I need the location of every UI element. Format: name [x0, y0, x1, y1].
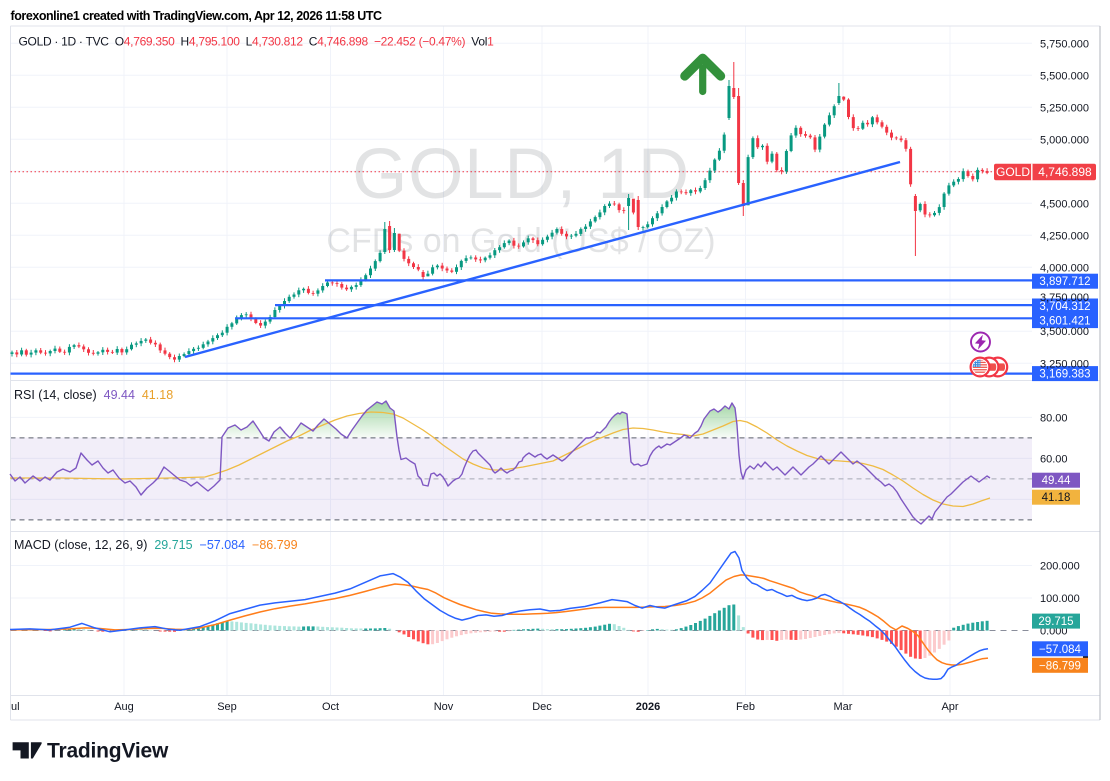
svg-text:4,746.898: 4,746.898 — [1038, 165, 1092, 179]
svg-text:49.44: 49.44 — [1042, 475, 1071, 487]
svg-text:3,704.312: 3,704.312 — [1039, 301, 1090, 313]
svg-text:Sep: Sep — [217, 701, 237, 713]
svg-text:5,750.000: 5,750.000 — [1040, 38, 1089, 50]
svg-text:Feb: Feb — [736, 701, 755, 713]
svg-text:Mar: Mar — [834, 701, 853, 713]
svg-text:ul: ul — [11, 701, 20, 713]
svg-text:−57.084: −57.084 — [1039, 644, 1081, 656]
svg-text:60.00: 60.00 — [1040, 453, 1068, 465]
svg-text:4,500.000: 4,500.000 — [1040, 198, 1089, 210]
svg-text:GOLD: GOLD — [996, 165, 1030, 179]
svg-text:Apr: Apr — [941, 701, 958, 713]
svg-text:4,250.000: 4,250.000 — [1040, 230, 1089, 242]
svg-text:Oct: Oct — [322, 701, 339, 713]
svg-text:forexonline1 created with Trad: forexonline1 created with TradingView.co… — [11, 9, 383, 23]
svg-text:2026: 2026 — [636, 701, 660, 713]
svg-text:3,250.000: 3,250.000 — [1040, 358, 1089, 370]
svg-text:Aug: Aug — [114, 701, 134, 713]
svg-text:200.000: 200.000 — [1040, 561, 1080, 573]
svg-text:4,000.000: 4,000.000 — [1040, 262, 1089, 274]
svg-text:3,500.000: 3,500.000 — [1040, 326, 1089, 338]
svg-text:Nov: Nov — [434, 701, 454, 713]
svg-text:RSI (14, close) 49.44 41.18: RSI (14, close) 49.44 41.18 — [14, 388, 173, 402]
svg-text:80.00: 80.00 — [1040, 412, 1068, 424]
svg-text:CFDs on Gold (US$ / OZ): CFDs on Gold (US$ / OZ) — [326, 222, 715, 260]
svg-text:3,750.000: 3,750.000 — [1040, 292, 1089, 304]
svg-text:GOLD · 1D · TVC O4,769.350 H: GOLD · 1D · TVC O4,769.350 H4,795.100 L4… — [19, 35, 495, 49]
svg-text:5,500.000: 5,500.000 — [1040, 70, 1089, 82]
svg-text:MACD (close, 12, 26, 9) 29.71: MACD (close, 12, 26, 9) 29.715 −57.084 −… — [14, 538, 298, 552]
svg-text:100.000: 100.000 — [1040, 593, 1080, 605]
svg-text:5,250.000: 5,250.000 — [1040, 102, 1089, 114]
svg-text:3,601.421: 3,601.421 — [1039, 316, 1090, 328]
svg-text:5,000.000: 5,000.000 — [1040, 134, 1089, 146]
svg-text:41.18: 41.18 — [1042, 492, 1071, 504]
svg-text:Dec: Dec — [532, 701, 552, 713]
svg-text:−86.799: −86.799 — [1039, 660, 1081, 672]
svg-text:TradingView: TradingView — [47, 740, 169, 763]
svg-text:29.715: 29.715 — [1038, 616, 1073, 628]
svg-text:3,897.712: 3,897.712 — [1039, 276, 1090, 288]
svg-text:3,169.383: 3,169.383 — [1039, 369, 1090, 381]
